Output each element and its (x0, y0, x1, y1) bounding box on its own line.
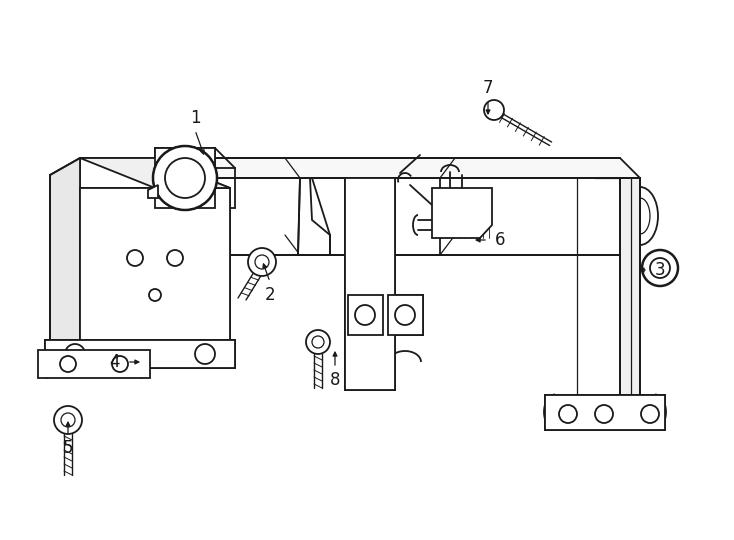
Text: 5: 5 (62, 439, 73, 457)
Circle shape (149, 289, 161, 301)
Polygon shape (45, 340, 235, 368)
Polygon shape (80, 188, 230, 340)
Circle shape (165, 158, 205, 198)
Circle shape (165, 158, 205, 198)
Circle shape (248, 248, 276, 276)
Text: 1: 1 (189, 109, 200, 127)
Polygon shape (175, 178, 640, 255)
Circle shape (650, 258, 670, 278)
Circle shape (395, 305, 415, 325)
Circle shape (642, 250, 678, 286)
Circle shape (60, 356, 76, 372)
Text: 7: 7 (483, 79, 493, 97)
Text: 2: 2 (265, 286, 275, 304)
Polygon shape (620, 178, 640, 420)
Circle shape (65, 344, 85, 364)
Polygon shape (298, 178, 330, 255)
Polygon shape (388, 295, 423, 335)
Polygon shape (155, 158, 640, 178)
Polygon shape (155, 148, 215, 208)
Circle shape (595, 405, 613, 423)
Polygon shape (148, 185, 158, 198)
Circle shape (153, 146, 217, 210)
Circle shape (306, 330, 330, 354)
Circle shape (112, 356, 128, 372)
Text: 3: 3 (655, 261, 665, 279)
Text: 4: 4 (110, 353, 120, 371)
Circle shape (153, 146, 217, 210)
Circle shape (255, 255, 269, 269)
Circle shape (355, 305, 375, 325)
Circle shape (167, 250, 183, 266)
Polygon shape (80, 158, 230, 188)
Circle shape (127, 250, 143, 266)
Polygon shape (50, 158, 80, 358)
Circle shape (641, 405, 659, 423)
Polygon shape (432, 188, 492, 238)
Text: 6: 6 (495, 231, 505, 249)
Circle shape (559, 405, 577, 423)
Circle shape (54, 406, 82, 434)
Polygon shape (38, 350, 150, 378)
Text: 8: 8 (330, 371, 341, 389)
Circle shape (312, 336, 324, 348)
Circle shape (484, 100, 504, 120)
Polygon shape (545, 395, 665, 430)
Circle shape (61, 413, 75, 427)
Circle shape (195, 344, 215, 364)
Polygon shape (348, 295, 383, 335)
Polygon shape (345, 178, 395, 390)
